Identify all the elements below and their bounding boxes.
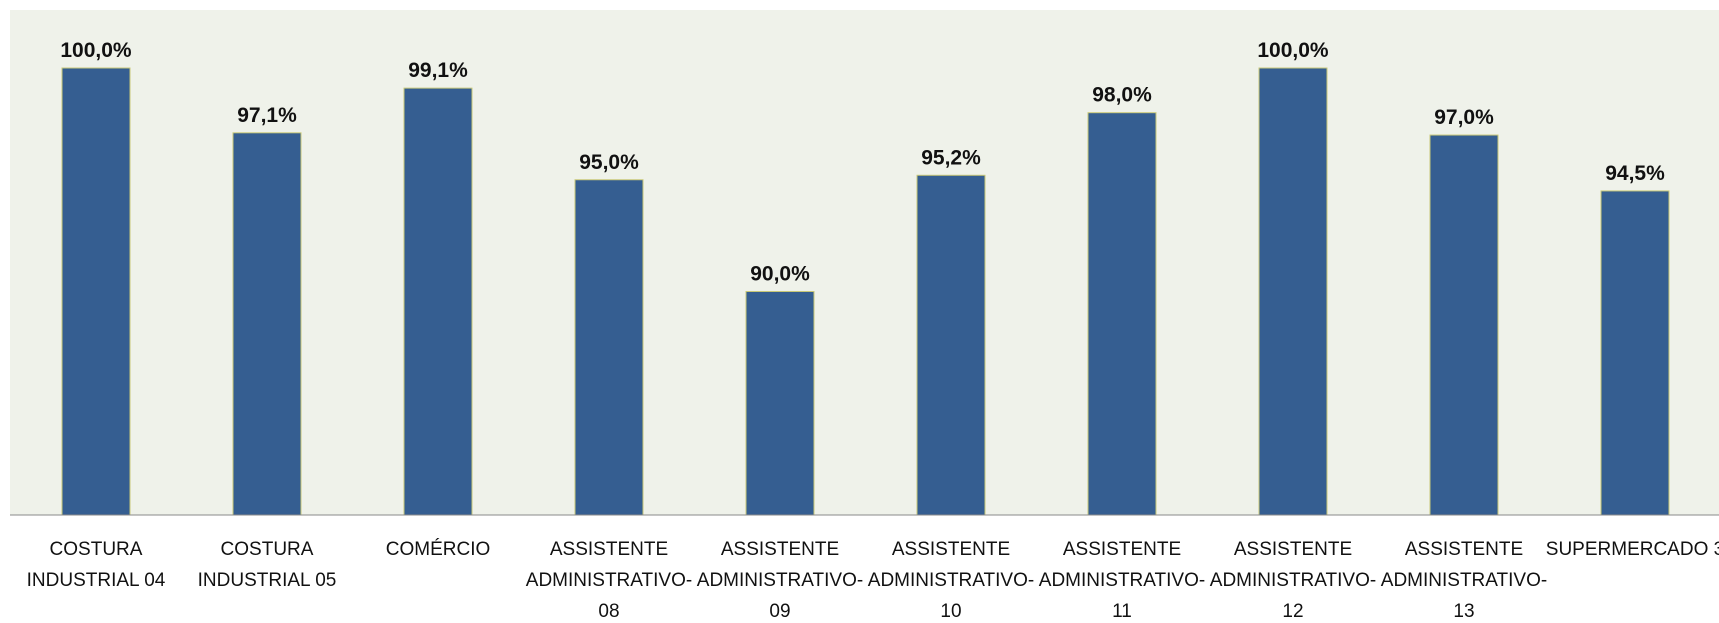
x-tick-label: ASSISTENTE ADMINISTRATIVO-09 bbox=[697, 539, 863, 622]
data-label: 97,0% bbox=[1434, 106, 1494, 129]
data-label: 90,0% bbox=[750, 263, 810, 286]
bar bbox=[574, 179, 644, 516]
data-label: 97,1% bbox=[237, 104, 297, 127]
data-label-group: 100,0% 97,1% 99,1% 95,0% 90,0% 95,2% 98,0% 100,… bbox=[60, 39, 1665, 286]
data-label: 95,2% bbox=[921, 146, 981, 169]
data-label: 94,5% bbox=[1605, 162, 1665, 185]
bar bbox=[1258, 67, 1328, 516]
x-tick-label: COSTURA INDUSTRIAL 05 bbox=[198, 539, 337, 591]
x-tick-label: SUPERMERCADO 3 bbox=[1546, 539, 1719, 560]
data-label: 100,0% bbox=[1257, 39, 1329, 62]
data-label: 95,0% bbox=[579, 151, 639, 174]
x-tick-label: ASSISTENTE ADMINISTRATIVO-10 bbox=[868, 539, 1034, 622]
bar bbox=[745, 291, 815, 516]
data-label: 98,0% bbox=[1092, 84, 1152, 107]
bar bbox=[232, 132, 302, 516]
x-tick-label: COMÉRCIO bbox=[386, 539, 491, 560]
x-tick-label-group: COSTURA INDUSTRIAL 04 COSTURA INDUSTRIAL 05… bbox=[27, 539, 1719, 622]
bar-series bbox=[61, 67, 1670, 516]
x-tick-label: ASSISTENTE ADMINISTRATIVO-12 bbox=[1210, 539, 1376, 622]
bar bbox=[1087, 112, 1157, 516]
bar bbox=[916, 174, 986, 516]
x-tick-label: COSTURA INDUSTRIAL 04 bbox=[27, 539, 166, 591]
bar bbox=[1429, 134, 1499, 516]
x-tick-label: ASSISTENTE ADMINISTRATIVO-13 bbox=[1381, 539, 1547, 622]
x-tick-label: ASSISTENTE ADMINISTRATIVO-11 bbox=[1039, 539, 1205, 622]
data-label: 99,1% bbox=[408, 59, 468, 82]
bar bbox=[1600, 190, 1670, 516]
data-label: 100,0% bbox=[60, 39, 132, 62]
bar bbox=[61, 67, 131, 516]
bar bbox=[403, 87, 473, 516]
x-tick-label: ASSISTENTE ADMINISTRATIVO-08 bbox=[526, 539, 692, 622]
